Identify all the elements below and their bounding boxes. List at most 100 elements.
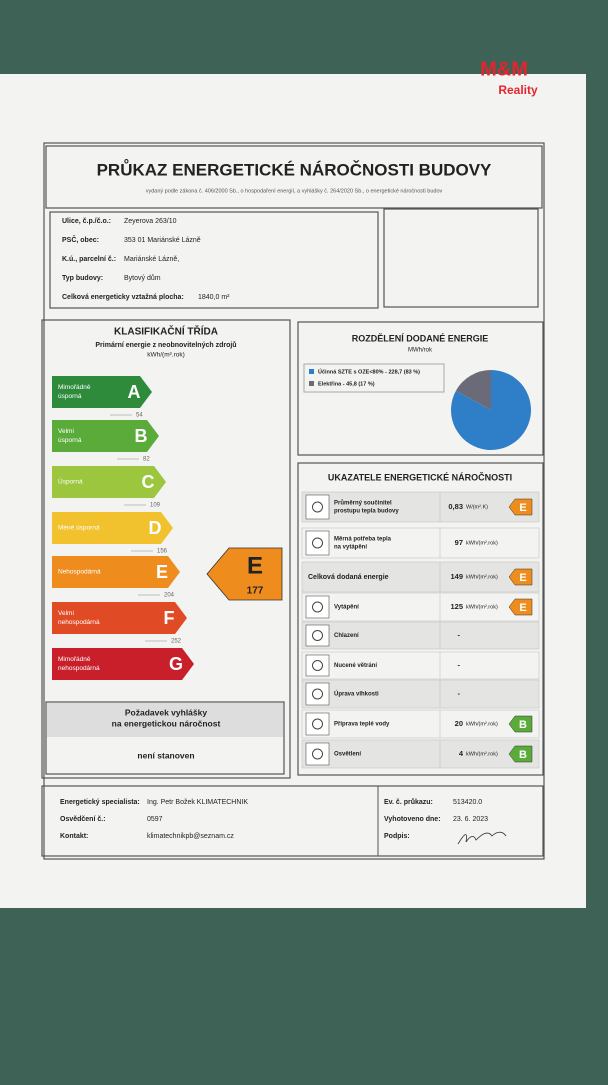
class-bar xyxy=(52,556,180,588)
ind-class: B xyxy=(519,719,527,731)
ind-row xyxy=(301,592,540,622)
ind-value: 97 xyxy=(455,538,463,547)
ind-class: E xyxy=(519,502,526,514)
dist-unit: MWh/rok xyxy=(408,348,433,354)
ind-label: Měrná potřeba tepla xyxy=(334,537,392,543)
ind-icon-glyph xyxy=(312,501,323,513)
ind-label: Chlazení xyxy=(334,633,359,639)
class-letter: D xyxy=(149,518,162,538)
foot-label: Kontakt: xyxy=(60,833,88,840)
ind-badge xyxy=(508,498,533,516)
ind-icon-glyph xyxy=(312,718,323,730)
ind-label: Úprava vlhkosti xyxy=(334,691,379,698)
req-box xyxy=(45,701,285,775)
class-label: Mimořádně xyxy=(58,656,91,663)
frame xyxy=(43,142,545,860)
foot-value: 513420.0 xyxy=(453,799,482,806)
ind-label: Průměrný součinitel xyxy=(334,500,392,507)
ind-unit: kWh/(m².rok) xyxy=(466,751,498,757)
class-title: KLASIFIKAČNÍ TŘÍDA xyxy=(114,325,218,338)
ind-badge xyxy=(508,715,533,733)
ind-icon-glyph xyxy=(312,630,323,641)
ind-value: 0,83 xyxy=(448,502,463,511)
class-label: nehospodárná xyxy=(58,619,100,626)
class-limit: 252 xyxy=(171,639,182,645)
class-panel xyxy=(41,319,291,779)
ind-panel xyxy=(297,462,544,776)
logo-sub: Reality xyxy=(498,83,538,97)
ind-value: - xyxy=(458,630,461,639)
ind-icon-glyph xyxy=(312,537,323,549)
ind-icon xyxy=(305,654,330,677)
ind-value: 20 xyxy=(455,719,463,728)
ind-value: - xyxy=(458,689,461,698)
field-value: 353 01 Mariánské Lázně xyxy=(124,237,201,244)
pie-slice xyxy=(455,370,491,410)
subtitle: vydaný podle zákona č. 406/2000 Sb., o h… xyxy=(146,188,443,194)
class-label: Velmi xyxy=(58,428,74,435)
ind-value: 125 xyxy=(450,602,463,611)
class-label: úsporná xyxy=(58,393,82,400)
ind-title: UKAZATELE ENERGETICKÉ NÁROČNOSTI xyxy=(328,471,512,482)
ind-unit: kWh/(m².rok) xyxy=(466,604,498,610)
ind-badge xyxy=(508,598,533,616)
class-limit: 156 xyxy=(157,549,168,555)
title: PRŮKAZ ENERGETICKÉ NÁROČNOSTI BUDOVY xyxy=(97,159,492,179)
req-value: není stanoven xyxy=(137,750,194,760)
ind-row xyxy=(301,739,540,769)
class-bar xyxy=(52,466,166,498)
class-bar xyxy=(52,512,173,544)
field-label: PSČ, obec: xyxy=(62,235,99,244)
class-label: nehospodárná xyxy=(58,665,100,672)
ind-row xyxy=(301,491,540,523)
foot-label: Osvědčení č.: xyxy=(60,816,106,823)
field-value: Mariánské Lázně, xyxy=(124,256,179,263)
ind-icon xyxy=(305,712,330,736)
field-value: Bytový dům xyxy=(124,274,161,282)
class-bar xyxy=(52,376,152,408)
signature xyxy=(457,831,507,845)
class-subtitle: Primární energie z neobnovitelných zdroj… xyxy=(95,341,236,349)
class-letter: B xyxy=(135,426,148,446)
req-title: na energetickou náročnost xyxy=(112,718,221,728)
foot-value: Ing. Petr Božek KLIMATECHNIK xyxy=(147,799,248,806)
class-limit: 54 xyxy=(136,413,143,419)
ind-row xyxy=(301,679,540,709)
dist-legend xyxy=(303,363,445,393)
ind-badge xyxy=(508,568,533,586)
ind-row xyxy=(301,561,540,593)
field-label: Typ budovy: xyxy=(62,275,103,282)
field-label: K.ú., parcelní č.: xyxy=(62,256,116,263)
class-letter: C xyxy=(142,472,155,492)
ind-label: Nucené větrání xyxy=(334,663,377,669)
ind-badge xyxy=(508,745,533,763)
foot-value: 0597 xyxy=(147,816,163,823)
legend-swatch xyxy=(309,369,314,374)
ind-label: na vytápění xyxy=(334,545,367,551)
ind-icon xyxy=(305,494,330,520)
class-label: úsporná xyxy=(58,437,82,444)
ind-icon-glyph xyxy=(312,601,323,613)
dist-panel xyxy=(297,321,544,456)
legend-label: Účinná SZTE s OZE<80% - 228,7 (83 %) xyxy=(318,368,420,375)
ind-unit: kWh/(m².rok) xyxy=(466,721,498,727)
foot-label: Podpis: xyxy=(384,833,410,840)
ind-icon xyxy=(305,530,330,556)
ind-icon xyxy=(305,624,330,647)
ind-unit: W/(m².K) xyxy=(466,504,488,510)
foot-value: 23. 6. 2023 xyxy=(453,816,488,823)
ind-label: Osvětlení xyxy=(334,752,361,758)
class-letter: E xyxy=(156,562,168,582)
class-label: Úsporná xyxy=(58,477,83,486)
class-bar xyxy=(52,602,187,634)
ind-value: 149 xyxy=(450,572,463,581)
rating-arrow xyxy=(206,547,283,601)
ind-icon xyxy=(305,742,330,766)
ind-row xyxy=(301,651,540,680)
ind-class: B xyxy=(519,749,527,761)
class-label: Mimořádně xyxy=(58,384,91,391)
foot-label: Vyhotoveno dne: xyxy=(384,816,441,823)
ind-class: E xyxy=(519,572,526,584)
